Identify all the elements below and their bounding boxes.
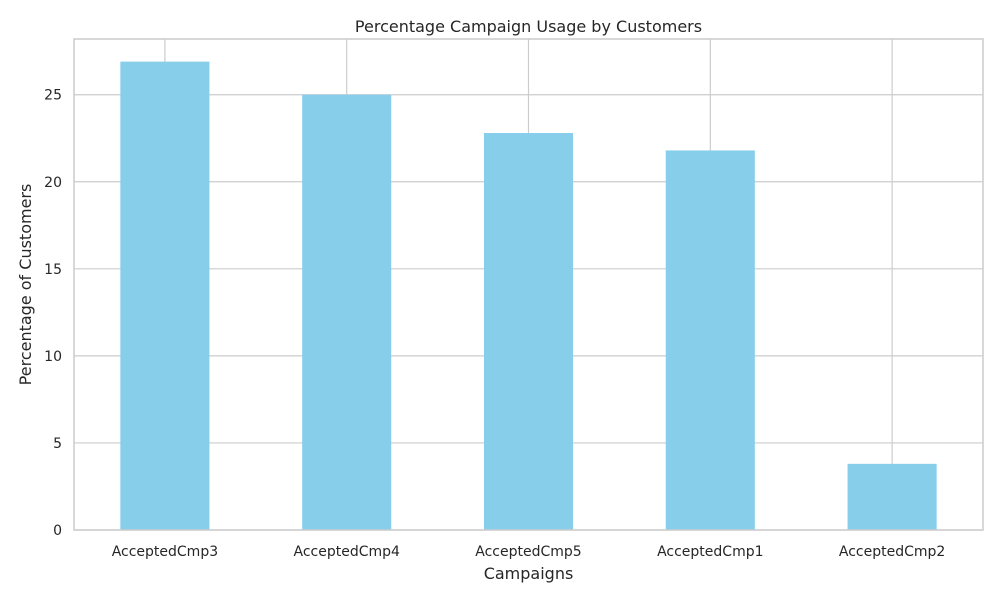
plot-frame bbox=[73, 38, 984, 531]
x-tick-label: AcceptedCmp2 bbox=[839, 544, 945, 560]
x-tick-label: AcceptedCmp5 bbox=[475, 544, 581, 560]
x-tick-label: AcceptedCmp1 bbox=[657, 544, 763, 560]
y-tick-label: 25 bbox=[44, 88, 62, 104]
bars-layer bbox=[120, 61, 937, 530]
bar-acceptedcmp1 bbox=[665, 150, 755, 530]
y-tick-label: 5 bbox=[53, 436, 62, 452]
bar-acceptedcmp5 bbox=[483, 133, 574, 530]
y-tick-label: 15 bbox=[44, 262, 62, 278]
bar-acceptedcmp4 bbox=[302, 94, 392, 530]
x-tick-label: AcceptedCmp3 bbox=[112, 544, 218, 560]
x-axis-label: Campaigns bbox=[484, 564, 574, 583]
y-axis-label: Percentage of Customers bbox=[16, 184, 35, 386]
y-tick-label: 10 bbox=[44, 349, 62, 365]
y-tick-label: 0 bbox=[53, 523, 62, 539]
bar-acceptedcmp3 bbox=[120, 61, 210, 530]
y-ticks: 0 5 10 15 20 25 bbox=[44, 88, 62, 539]
y-tick-label: 20 bbox=[44, 175, 62, 191]
bar-acceptedcmp2 bbox=[847, 463, 937, 530]
x-tick-label: AcceptedCmp4 bbox=[293, 544, 400, 560]
x-ticks: AcceptedCmp3 AcceptedCmp4 AcceptedCmp5 Acce… bbox=[112, 544, 946, 560]
chart-title: Percentage Campaign Usage by Customers bbox=[355, 17, 702, 36]
